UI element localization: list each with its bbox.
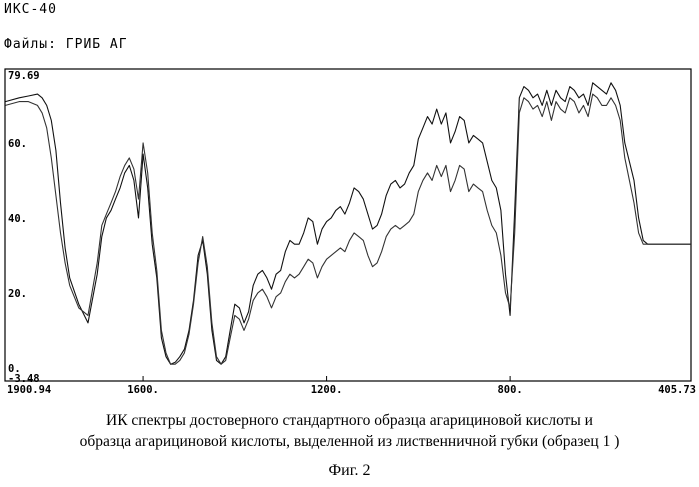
figure-caption: ИК спектры достоверного стандартного обр… xyxy=(0,410,699,452)
spectrum-line-2 xyxy=(5,94,691,364)
spectrum-line-1 xyxy=(5,83,691,364)
caption-line-1: ИК спектры достоверного стандартного обр… xyxy=(0,410,699,431)
y-tick-labels: 79.6960.40.20.0.-3.48 xyxy=(8,70,40,385)
y-tick-label: 60. xyxy=(8,138,27,150)
figure-label: Фиг. 2 xyxy=(0,462,699,480)
x-tick-label: 1900.94 xyxy=(7,384,51,396)
ir-spectrum-chart: 79.6960.40.20.0.-3.48 1900.941600.1200.8… xyxy=(0,0,699,400)
y-tick-label: 79.69 xyxy=(8,70,40,82)
caption-line-2: образца агарициновой кислоты, выделенной… xyxy=(0,431,699,452)
y-tick-label: 20. xyxy=(8,288,27,300)
x-tick-labels: 1900.94 1600. 1200. 800. 405.73 xyxy=(7,384,696,396)
x-tick-label: 405.73 xyxy=(658,384,696,396)
y-tick-label: 40. xyxy=(8,213,27,225)
spectrum-lines xyxy=(5,83,691,364)
x-tick-label: 1600. xyxy=(127,384,159,396)
x-tick-label: 1200. xyxy=(311,384,343,396)
x-tick-label: 800. xyxy=(497,384,522,396)
x-tick-marks xyxy=(5,376,691,381)
